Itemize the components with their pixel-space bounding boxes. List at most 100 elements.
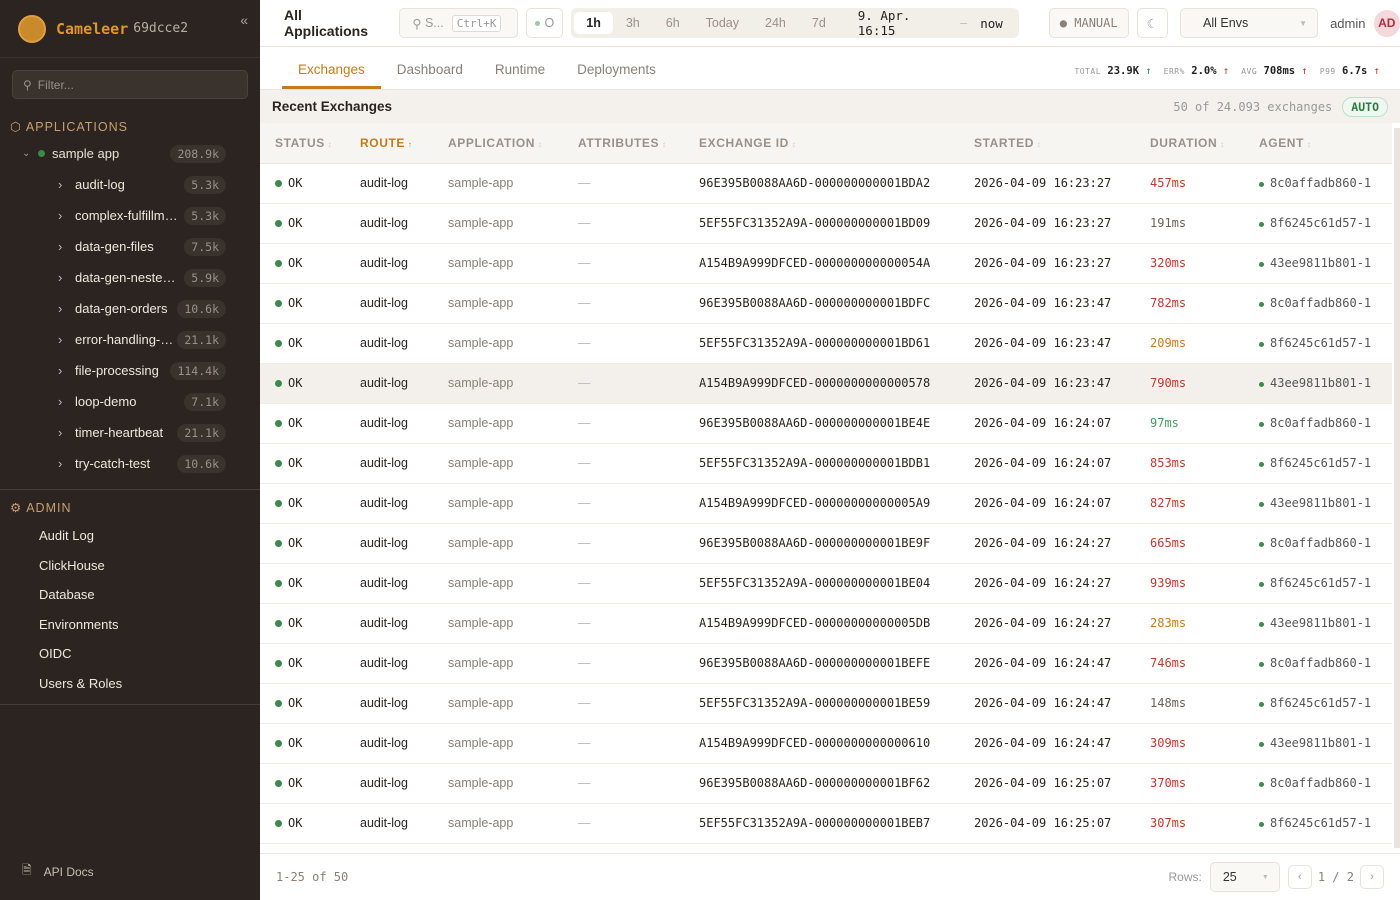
column-header-agent[interactable]: AGENT ↕ (1244, 123, 1392, 164)
agent-cell[interactable]: 8c0affadb860-1 (1244, 763, 1392, 804)
tab-deployments[interactable]: Deployments (577, 62, 656, 77)
sidebar-admin-item[interactable]: OIDC (39, 646, 72, 661)
table-row[interactable]: OK audit-log sample-app —96E395B0088AA6D-00… (260, 403, 1392, 444)
sidebar-admin-item[interactable]: Environments (39, 616, 119, 632)
brand[interactable]: Cameleer 69dcce2 « (0, 0, 260, 58)
sidebar-admin-item[interactable]: Database (39, 587, 95, 602)
exchange-id-cell[interactable]: 5EF55FC31352A9A-000000000001BDB1 (684, 443, 959, 484)
exchange-id-cell[interactable]: 96E395B0088AA6D-000000000001BDFC (684, 283, 959, 324)
agent-cell[interactable]: 43ee9811b801-1 (1244, 243, 1392, 284)
sidebar-route-item[interactable]: › complex-fulfillm… 5.3k (0, 200, 260, 231)
agent-cell[interactable]: 8f6245c61d57-1 (1244, 803, 1392, 844)
exchange-id-cell[interactable]: 96E395B0088AA6D-000000000001BF62 (684, 763, 959, 804)
sidebar-admin-item[interactable]: Audit Log (39, 528, 94, 543)
route-cell[interactable]: audit-log (345, 723, 433, 764)
sidebar-route-item[interactable]: › timer-heartbeat 21.1k (0, 417, 260, 448)
table-row[interactable]: OK audit-log sample-app —5EF55FC31352A9A-00… (260, 203, 1392, 244)
sidebar-route-item[interactable]: › file-processing 114.4k (0, 355, 260, 386)
exchange-id-cell[interactable]: 5EF55FC31352A9A-000000000001BD09 (684, 203, 959, 244)
route-cell[interactable]: audit-log (345, 443, 433, 484)
route-cell[interactable]: audit-log (345, 603, 433, 644)
exchange-id-cell[interactable]: 5EF55FC31352A9A-000000000001BD61 (684, 323, 959, 364)
tab-exchanges[interactable]: Exchanges (282, 62, 381, 89)
agent-cell[interactable]: 43ee9811b801-1 (1244, 363, 1392, 404)
exchange-id-cell[interactable]: 5EF55FC31352A9A-000000000001BEB7 (684, 803, 959, 844)
agent-cell[interactable]: 8f6245c61d57-1 (1244, 563, 1392, 604)
column-header-status[interactable]: STATUS ↕ (260, 123, 345, 164)
collapse-sidebar-icon[interactable]: « (240, 12, 248, 28)
admin-heading[interactable]: ⚙ ADMIN (0, 500, 260, 516)
sidebar-route-item[interactable]: › try-catch-test 10.6k (0, 448, 260, 479)
avatar[interactable]: AD (1373, 9, 1400, 37)
sidebar-admin-item[interactable]: ClickHouse (39, 557, 105, 573)
column-header-duration[interactable]: DURATION ↕ (1135, 123, 1244, 164)
table-row[interactable]: OK audit-log sample-app — A154B9A999DFCED-00… (260, 363, 1392, 404)
sidebar-route-item[interactable]: › loop-demo 7.1k (0, 386, 260, 417)
sidebar-filter-input[interactable]: ⚲ Filter... (12, 70, 248, 99)
table-row[interactable]: OK audit-log sample-app — A154B9A999DFCED-00… (260, 243, 1392, 284)
route-cell[interactable]: audit-log (345, 763, 433, 804)
exchange-id-cell[interactable]: A154B9A999DFCED-00000000000005A9 (684, 483, 959, 524)
route-cell[interactable]: audit-log (345, 243, 433, 284)
exchange-id-cell[interactable]: 5EF55FC31352A9A-000000000001BE04 (684, 563, 959, 604)
sidebar-route-item[interactable]: › data-gen-orders 10.6k (0, 293, 260, 324)
table-row[interactable]: OK audit-log sample-app —96E395B0088AA6D-00… (260, 763, 1392, 804)
time-range-7d[interactable]: 7d (811, 16, 826, 30)
exchange-id-cell[interactable]: 96E395B0088AA6D-000000000001BDA2 (684, 163, 959, 204)
applications-heading[interactable]: ⬡ APPLICATIONS (0, 119, 260, 135)
table-row[interactable]: OK audit-log sample-app —5EF55FC31352A9A-00… (260, 803, 1392, 844)
agent-cell[interactable]: 8c0affadb860-1 (1244, 643, 1392, 684)
exchange-id-cell[interactable]: 96E395B0088AA6D-000000000001BE9F (684, 523, 959, 564)
sidebar-route-item[interactable]: › data-gen-neste… 5.9k (0, 262, 260, 293)
next-page-button[interactable]: › (1360, 865, 1384, 889)
exchange-id-cell[interactable]: A154B9A999DFCED-00000000000005DB (684, 603, 959, 644)
route-cell[interactable]: audit-log (345, 323, 433, 364)
time-range-6h[interactable]: 6h (665, 16, 680, 30)
agent-cell[interactable]: 8c0affadb860-1 (1244, 283, 1392, 324)
table-row[interactable]: OK audit-log sample-app — A154B9A999DFCED-00… (260, 603, 1392, 644)
column-header-route[interactable]: ROUTE ↑ (345, 123, 433, 164)
column-header-application[interactable]: APPLICATION ↕ (433, 123, 563, 164)
agent-cell[interactable]: 8c0affadb860-1 (1244, 163, 1392, 204)
column-header-exchange-id[interactable]: EXCHANGE ID ↕ (684, 123, 959, 164)
exchange-id-cell[interactable]: 96E395B0088AA6D-000000000001BEFE (684, 643, 959, 684)
prev-page-button[interactable]: ‹ (1287, 865, 1312, 889)
range-to[interactable]: now (980, 15, 1003, 31)
rows-per-page-select[interactable]: 25 ▼ (1209, 862, 1280, 892)
agent-cell[interactable]: 43ee9811b801-1 (1244, 723, 1392, 764)
scrollbar[interactable] (1394, 128, 1400, 848)
route-cell[interactable]: audit-log (345, 563, 433, 604)
time-range-24h[interactable]: 24h (765, 16, 786, 30)
agent-cell[interactable]: 8f6245c61d57-1 (1244, 683, 1392, 724)
table-row[interactable]: OK audit-log sample-app —96E395B0088AA6D-00… (260, 523, 1392, 564)
exchange-id-cell[interactable]: A154B9A999DFCED-0000000000000578 (684, 363, 959, 404)
time-range-today[interactable]: Today (705, 16, 740, 30)
api-docs-link[interactable]: 🗎 API Docs (22, 861, 94, 882)
range-from[interactable]: 9. Apr. 16:15 (857, 8, 911, 38)
sidebar-app-sample-app[interactable]: ⌄ sample app 208.9k (0, 138, 260, 169)
sidebar-admin-item[interactable]: Users & Roles (39, 675, 123, 691)
search-input[interactable]: ⚲ S... Ctrl+K (399, 8, 518, 38)
exchange-id-cell[interactable]: 5EF55FC31352A9A-000000000001BE59 (684, 683, 959, 724)
environment-select[interactable]: All Envs ▼ (1180, 8, 1319, 38)
table-row[interactable]: OK audit-log sample-app —5EF55FC31352A9A-00… (260, 563, 1392, 604)
route-cell[interactable]: audit-log (345, 523, 433, 564)
route-cell[interactable]: audit-log (345, 203, 433, 244)
username[interactable]: admin (1330, 15, 1366, 31)
sidebar-route-item[interactable]: › error-handling-… 21.1k (0, 324, 260, 355)
column-header-started[interactable]: STARTED ↕ (959, 123, 1135, 164)
route-cell[interactable]: audit-log (345, 363, 433, 404)
table-row[interactable]: OK audit-log sample-app — A154B9A999DFCED-00… (260, 723, 1392, 764)
sidebar-route-item[interactable]: › data-gen-files 7.5k (0, 231, 260, 262)
table-row[interactable]: OK audit-log sample-app —5EF55FC31352A9A-00… (260, 683, 1392, 724)
route-cell[interactable]: audit-log (345, 643, 433, 684)
auto-refresh-badge[interactable]: AUTO (1342, 96, 1388, 117)
refresh-mode-button[interactable]: ● MANUAL (1048, 8, 1129, 38)
table-row[interactable]: OK audit-log sample-app —96E395B0088AA6D-00… (260, 163, 1392, 204)
agent-cell[interactable]: 8c0affadb860-1 (1244, 523, 1392, 564)
agent-cell[interactable]: 8f6245c61d57-1 (1244, 323, 1392, 364)
route-cell[interactable]: audit-log (345, 683, 433, 724)
column-header-attributes[interactable]: ATTRIBUTES ↕ (563, 123, 684, 164)
agent-cell[interactable]: 43ee9811b801-1 (1244, 483, 1392, 524)
agent-cell[interactable]: 8f6245c61d57-1 (1244, 443, 1392, 484)
